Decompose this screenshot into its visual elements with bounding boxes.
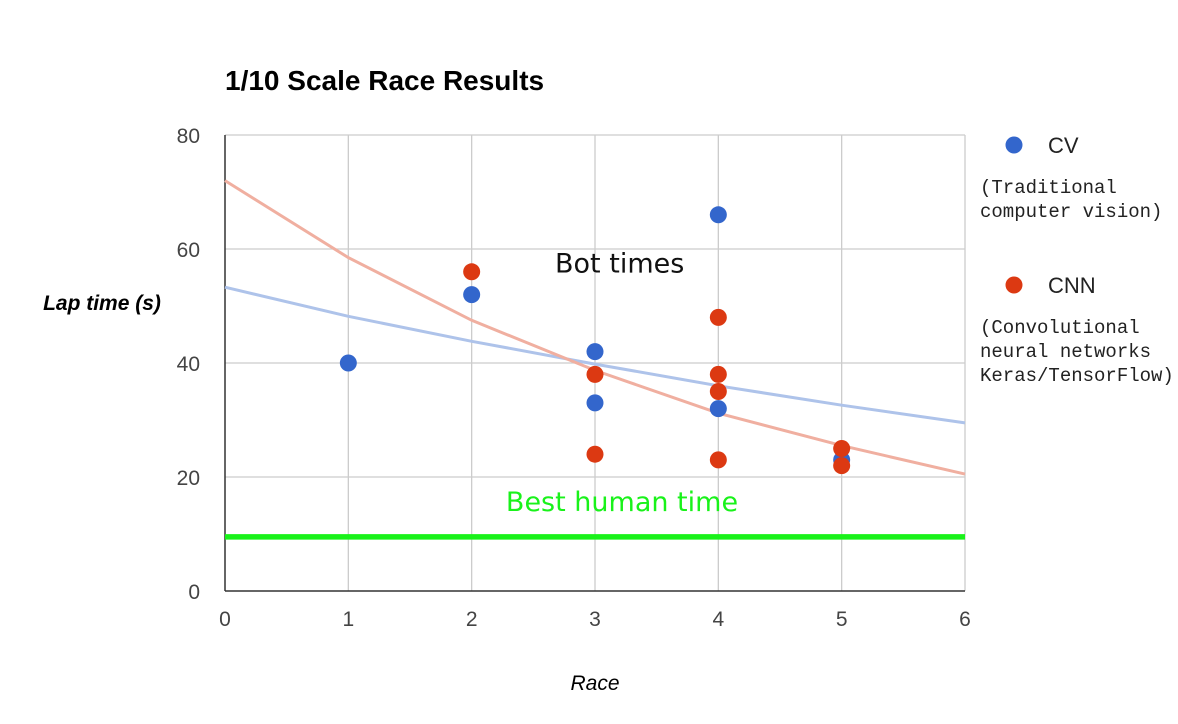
y-tick-label: 0 bbox=[188, 581, 200, 604]
x-tick-label: 2 bbox=[466, 608, 478, 631]
reference-line: Best human time bbox=[225, 487, 965, 540]
point-cnn bbox=[586, 445, 604, 463]
point-cnn bbox=[833, 440, 851, 457]
grid bbox=[224, 134, 966, 592]
legend-marker-cnn bbox=[1005, 276, 1023, 294]
x-tick-label: 0 bbox=[219, 608, 231, 631]
point-cnn bbox=[709, 451, 727, 469]
point-cnn bbox=[586, 365, 604, 383]
legend-note-cnn: (Convolutional bbox=[980, 317, 1140, 339]
point-cv bbox=[463, 286, 481, 304]
x-tick-label: 1 bbox=[342, 608, 354, 631]
annotations: Bot times bbox=[555, 248, 684, 279]
point-cv bbox=[709, 206, 727, 224]
chart-title: 1/10 Scale Race Results bbox=[225, 65, 544, 96]
legend-note-cv: computer vision) bbox=[980, 201, 1162, 223]
trendline-cv bbox=[224, 285, 966, 425]
y-tick-label: 20 bbox=[177, 467, 200, 490]
x-tick-label: 6 bbox=[959, 608, 971, 631]
point-cv bbox=[586, 343, 604, 361]
point-cv bbox=[586, 394, 604, 412]
legend-note-cnn: neural networks bbox=[980, 341, 1151, 363]
legend-note-cv: (Traditional bbox=[980, 177, 1117, 199]
legend-marker-cv bbox=[1005, 136, 1023, 154]
x-tick-label: 3 bbox=[589, 608, 601, 631]
y-tick-label: 40 bbox=[177, 353, 200, 376]
point-cv bbox=[709, 400, 727, 418]
legend-label-cnn: CNN bbox=[1048, 273, 1096, 298]
x-tick-label: 5 bbox=[836, 608, 848, 631]
point-cnn bbox=[709, 383, 727, 400]
point-cnn bbox=[709, 308, 727, 326]
point-cnn bbox=[463, 263, 481, 281]
y-tick-label: 60 bbox=[177, 239, 200, 262]
bot-times-annotation: Bot times bbox=[555, 248, 684, 279]
x-axis-label: Race bbox=[570, 672, 619, 695]
legend-note-cnn: Keras/TensorFlow) bbox=[980, 365, 1174, 387]
point-cnn bbox=[709, 365, 727, 383]
point-cv bbox=[339, 354, 357, 372]
y-axis-label: Lap time (s) bbox=[43, 292, 161, 315]
legend-label-cv: CV bbox=[1048, 133, 1079, 158]
y-tick-label: 80 bbox=[177, 125, 200, 148]
x-tick-label: 4 bbox=[712, 608, 724, 631]
point-cnn bbox=[833, 457, 851, 475]
data-points bbox=[339, 206, 851, 475]
best-human-time-label: Best human time bbox=[506, 487, 738, 518]
